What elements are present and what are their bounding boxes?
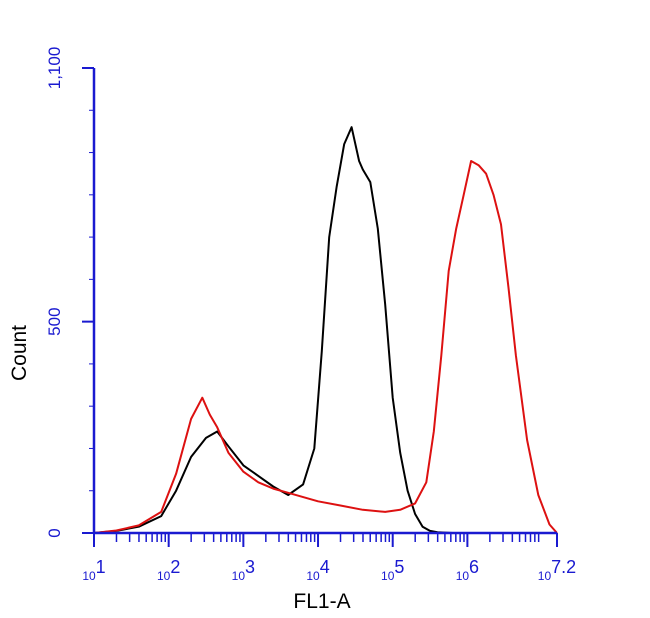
x-tick-label-base: 10	[381, 569, 395, 583]
x-tick-label-exponent: 2	[170, 557, 180, 577]
x-tick-label-exponent: 7.2	[551, 557, 576, 577]
x-tick-label: 105	[381, 557, 404, 583]
x-tick-label: 104	[306, 557, 329, 583]
y-tick-label: 500	[45, 307, 64, 335]
y-tick-label: 1,100	[45, 47, 64, 90]
y-tick-label: 0	[45, 528, 64, 537]
y-axis-title: Count	[8, 325, 31, 381]
x-minor-ticks	[115, 533, 540, 542]
x-tick-label: 102	[157, 557, 180, 583]
x-major-ticks	[93, 533, 558, 547]
x-tick-label: 103	[232, 557, 255, 583]
x-tick-label-base: 10	[538, 569, 552, 583]
x-tick-label-exponent: 5	[394, 557, 404, 577]
x-tick-label-exponent: 1	[96, 557, 106, 577]
x-axis-title: FL1-A	[293, 590, 350, 613]
x-tick-labels: 101 102 103 104 105 106 107.2	[82, 557, 576, 583]
y-ticks	[82, 67, 94, 534]
axes-layer	[92, 68, 557, 535]
x-tick-label-exponent: 4	[320, 557, 330, 577]
x-tick-label-exponent: 3	[245, 557, 255, 577]
series-layer	[93, 126, 558, 534]
series-line-0	[93, 126, 543, 534]
x-tick-label-exponent: 6	[469, 557, 479, 577]
x-tick-label-base: 10	[157, 569, 171, 583]
x-tick-label: 106	[456, 557, 479, 583]
series-line-1	[93, 160, 558, 534]
y-tick-labels: 0 500 1,100	[45, 47, 64, 538]
x-tick-label-base: 10	[306, 569, 320, 583]
x-tick-label: 101	[82, 557, 105, 583]
x-tick-label-base: 10	[232, 569, 246, 583]
x-tick-label-base: 10	[456, 569, 470, 583]
x-tick-label-base: 10	[82, 569, 96, 583]
x-tick-label: 107.2	[538, 557, 576, 583]
